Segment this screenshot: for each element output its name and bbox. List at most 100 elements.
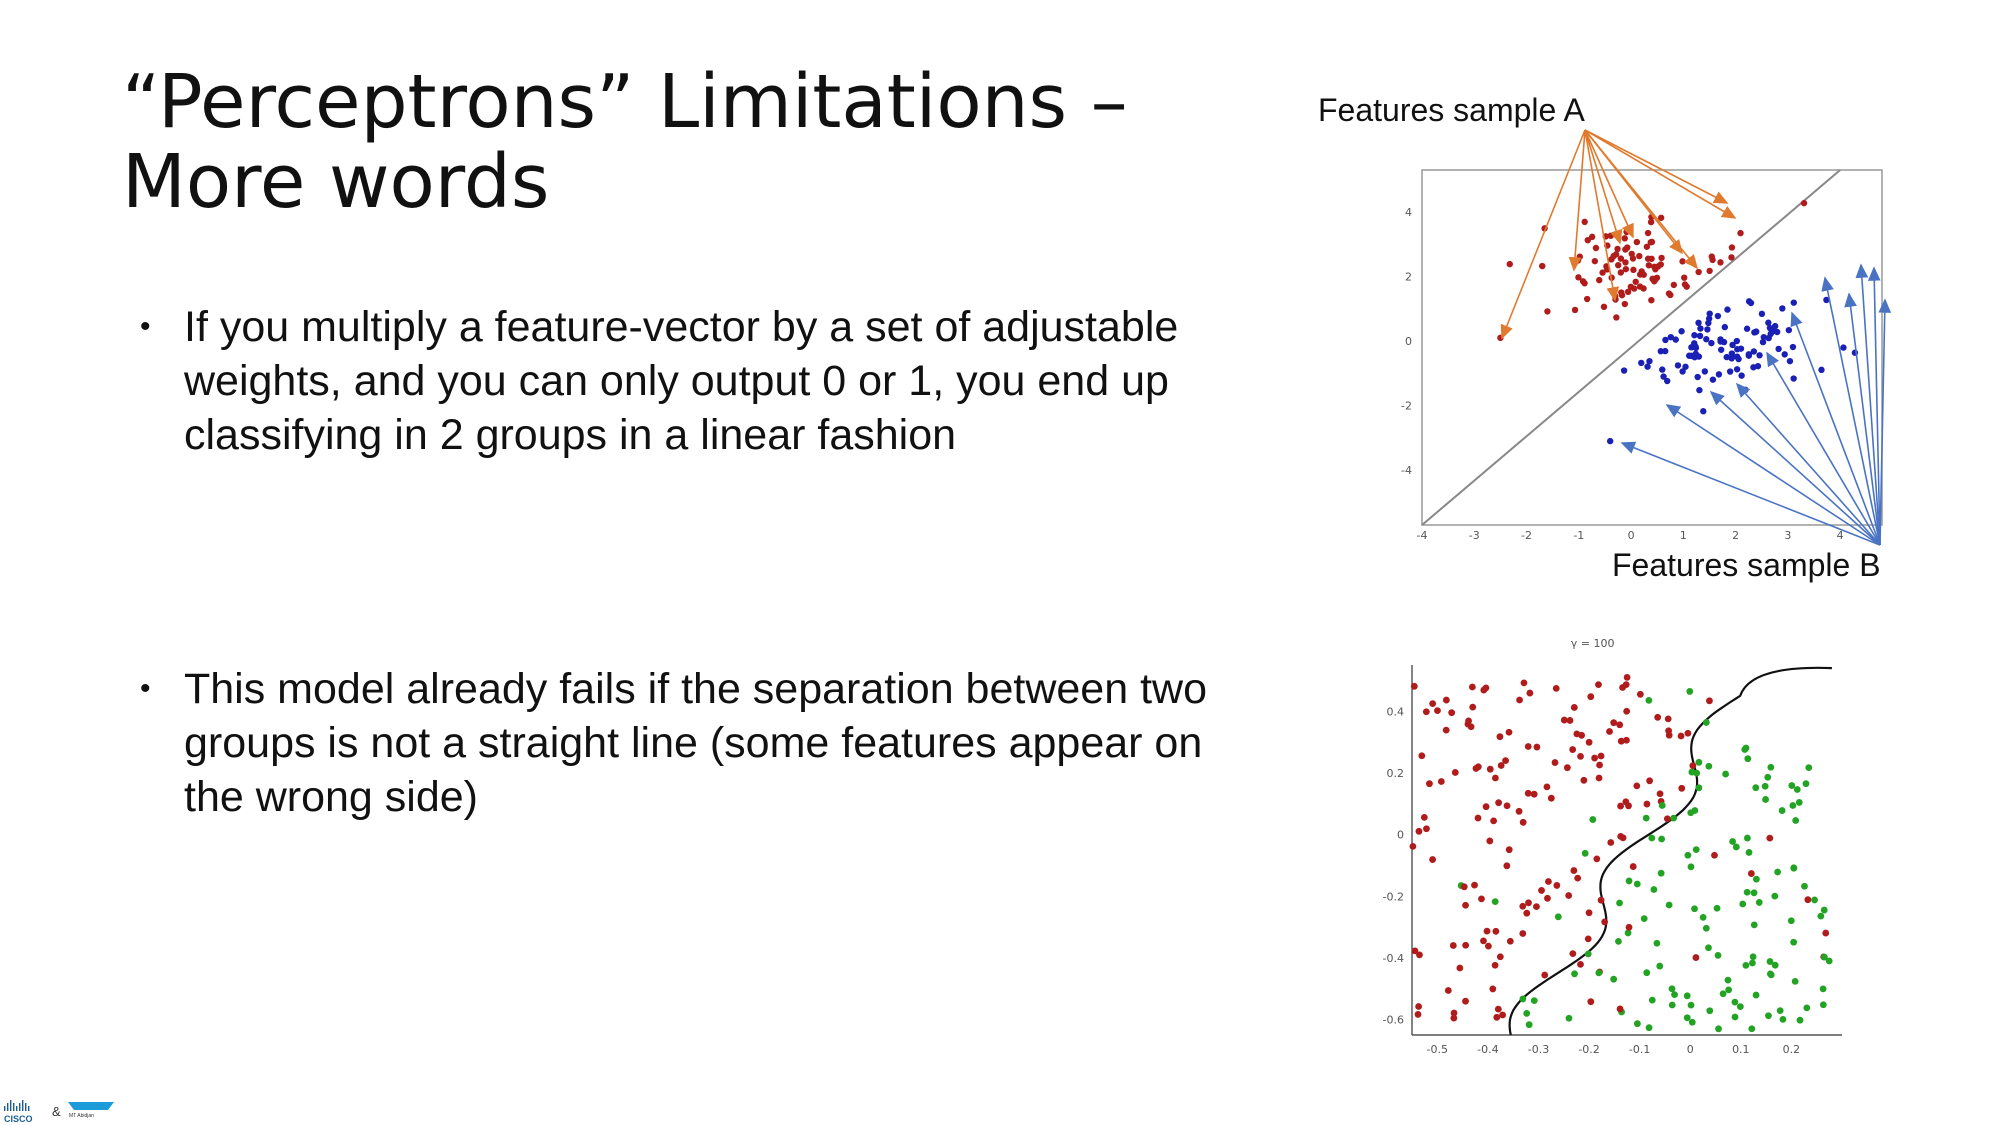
data-point-red [1606, 728, 1613, 735]
data-point-red [1503, 802, 1511, 810]
data-point-blue [1737, 345, 1745, 352]
data-point-green [1722, 770, 1729, 778]
data-point-red [1499, 1011, 1506, 1019]
data-point-red [1678, 784, 1686, 792]
data-point-red [1643, 800, 1651, 808]
data-point-green [1695, 784, 1703, 792]
data-point-blue [1706, 310, 1713, 317]
data-point-red [1706, 697, 1713, 705]
data-point-green [1668, 985, 1676, 993]
data-point-green [1749, 953, 1757, 961]
data-point-red [1462, 997, 1469, 1005]
data-point-green [1788, 782, 1796, 789]
data-point-red [1600, 303, 1608, 311]
data-point-red [1636, 252, 1643, 260]
data-point-red [1580, 776, 1588, 784]
x-tick-label: -0.5 [1427, 1043, 1448, 1056]
data-point-red [1664, 715, 1672, 723]
x-tick-label: 0.1 [1732, 1043, 1750, 1056]
data-point-green [1766, 970, 1774, 978]
data-point-red [1677, 732, 1685, 740]
data-point-blue [1644, 363, 1651, 370]
data-point-blue [1786, 357, 1794, 365]
x-tick-label: -0.2 [1578, 1043, 1599, 1056]
data-point-red [1617, 737, 1625, 745]
bullet-glyph: • [140, 310, 151, 343]
data-point-red [1524, 789, 1532, 797]
arrow-sample-a [1568, 129, 1586, 272]
features-sample-a-label: Features sample A [1318, 92, 1585, 128]
data-point-red [1414, 1011, 1422, 1018]
data-point-red [1525, 899, 1532, 907]
data-point-blue [1729, 341, 1736, 349]
data-point-green [1642, 814, 1650, 822]
data-point-blue [1606, 437, 1614, 445]
x-tick-label: 0 [1687, 1043, 1694, 1056]
data-point-red [1444, 987, 1452, 994]
data-point-green [1736, 1003, 1744, 1011]
data-point-green [1821, 953, 1828, 961]
data-point-red [1644, 229, 1652, 237]
data-point-red [1645, 262, 1653, 269]
data-point-red [1630, 285, 1638, 292]
data-point-green [1565, 1014, 1573, 1022]
data-point-red [1591, 257, 1599, 265]
data-point-red [1622, 259, 1629, 266]
title-line-2: More words [122, 139, 550, 225]
data-point-red [1465, 717, 1472, 725]
data-point-red [1505, 728, 1513, 736]
data-point-green [1765, 1012, 1772, 1020]
data-point-green [1767, 763, 1775, 771]
data-point-red [1519, 930, 1527, 937]
arrow-sample-b [1790, 311, 1881, 546]
data-point-blue [1721, 323, 1729, 331]
arrow-sample-b [1855, 263, 1881, 546]
data-point-red [1468, 683, 1476, 691]
arrow-sample-b [1766, 351, 1881, 546]
data-point-red [1651, 263, 1658, 270]
data-point-green [1653, 939, 1661, 947]
data-point-red [1516, 696, 1523, 704]
data-point-green [1743, 834, 1751, 842]
data-point-green [1519, 995, 1527, 1003]
data-point-blue [1766, 324, 1774, 332]
data-point-red [1610, 252, 1617, 260]
data-point-red [1632, 278, 1639, 285]
data-point-blue [1781, 351, 1788, 358]
y-tick-label: 0.4 [1387, 705, 1405, 718]
data-point-green [1688, 1018, 1696, 1026]
cisco-logo: CISCO & MT Abidjan [4, 1100, 114, 1124]
data-point-blue [1745, 298, 1753, 305]
data-point-red [1619, 684, 1626, 691]
data-point-red [1482, 684, 1490, 692]
data-point-red [1644, 255, 1652, 262]
data-point-blue [1765, 334, 1772, 342]
data-point-green [1778, 807, 1786, 814]
data-point-red [1615, 261, 1622, 269]
data-point-red [1622, 798, 1630, 806]
data-point-green [1802, 780, 1810, 788]
data-point-blue [1715, 371, 1723, 378]
data-point-green [1713, 904, 1721, 912]
data-point-red [1442, 726, 1450, 734]
data-point-blue [1779, 305, 1786, 312]
data-point-green [1684, 851, 1692, 859]
data-point-green [1742, 961, 1750, 969]
data-point-green [1764, 773, 1772, 781]
data-point-red [1519, 902, 1527, 910]
data-point-green [1687, 809, 1695, 817]
data-point-green [1648, 834, 1656, 842]
arrow-sample-a [1500, 129, 1586, 340]
data-point-red [1583, 295, 1591, 303]
data-point-green [1491, 898, 1499, 906]
data-point-green [1820, 906, 1828, 914]
x-tick-label: -0.4 [1477, 1043, 1498, 1056]
data-point-blue [1694, 373, 1701, 381]
data-point-red [1566, 717, 1574, 724]
data-point-red [1578, 731, 1586, 739]
data-point-green [1595, 969, 1603, 977]
data-point-red [1429, 700, 1437, 708]
x-tick-label: -0.3 [1528, 1043, 1549, 1056]
data-point-red [1614, 245, 1621, 253]
arrow-sample-b [1735, 382, 1881, 546]
